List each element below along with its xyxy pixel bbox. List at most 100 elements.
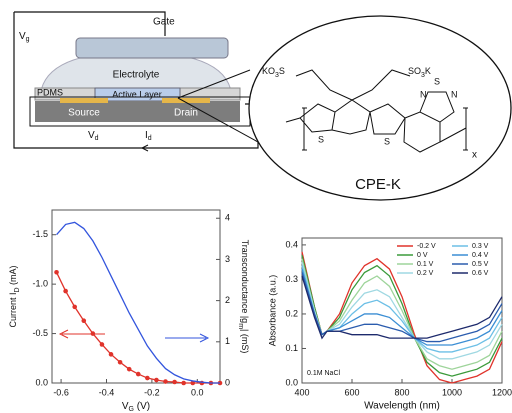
x-tick-label: -0.6 — [53, 387, 69, 397]
x-axis-title: Wavelength (nm) — [364, 401, 440, 412]
series-line — [55, 271, 220, 384]
y-tick-label: 0.1 — [285, 343, 298, 353]
data-point — [145, 375, 150, 381]
subscript: 3 — [275, 72, 279, 79]
legend-label: 0.1 V — [417, 261, 434, 268]
current-arrow — [120, 144, 149, 152]
label-part: Transconductance |g — [240, 240, 250, 324]
data-point — [181, 380, 186, 386]
x-tick-label: 400 — [294, 387, 309, 397]
y-tick-label: -0.5 — [32, 328, 48, 338]
data-point — [190, 380, 196, 386]
series-line — [301, 275, 503, 340]
x-tick-label: 0.0 — [191, 387, 204, 397]
subscript: G — [129, 406, 134, 413]
chemical-structure: KO3S SO3K S S S N N x CPE-K — [248, 15, 512, 201]
legend-label: 0 V — [417, 252, 428, 259]
side-group: SO3K — [408, 66, 431, 79]
atom-label: N — [420, 89, 427, 99]
label-part: K — [425, 66, 431, 76]
subscript: g — [26, 36, 30, 43]
x-axis-title: VG (V) — [122, 401, 150, 413]
y-axis-title: Absorbance (a.u.) — [267, 275, 277, 347]
label-part: V — [19, 31, 26, 42]
series-line — [56, 221, 220, 384]
y-tick-label: 0.3 — [285, 274, 298, 284]
x-tick-label: 600 — [344, 387, 359, 397]
vg-label: Vg — [19, 31, 30, 44]
data-point — [135, 371, 141, 377]
gate-electrode — [75, 37, 229, 59]
x-tick-label: 1200 — [492, 387, 512, 397]
label-part: V — [88, 130, 95, 141]
drain-label: Drain — [174, 108, 198, 119]
y-axis-title: Current ID (mA) — [8, 265, 21, 327]
data-point — [108, 352, 114, 357]
repeat-label: x — [472, 150, 477, 161]
data-point — [72, 304, 78, 310]
data-point — [154, 377, 159, 383]
data-point — [172, 379, 177, 385]
device-schematic: Gate Vg Electrolyte PDMS Active Layer So… — [13, 11, 259, 152]
legend-label: 0.5 V — [472, 261, 489, 268]
label-part: | (mS) — [240, 329, 250, 353]
subscript: m — [237, 323, 244, 329]
x-tick-label: 1000 — [442, 387, 462, 397]
atom-label: S — [384, 136, 390, 146]
annotation: 0.1M NaCl — [307, 370, 341, 377]
x-tick-label: 800 — [394, 387, 409, 397]
data-point — [81, 318, 87, 324]
vd-label: Vd — [88, 130, 99, 143]
label-part: (V) — [134, 401, 150, 412]
subscript: d — [95, 135, 99, 142]
y-tick-label: 0.2 — [285, 308, 298, 318]
data-point — [54, 269, 59, 275]
atom-label: S — [318, 134, 324, 144]
drain-electrode — [162, 98, 210, 103]
axis-arrow — [58, 329, 105, 339]
label-part: KO — [262, 66, 275, 76]
subscript: D — [14, 287, 21, 292]
x-tick-label: -0.2 — [144, 387, 160, 397]
y2-tick-label: 4 — [225, 213, 230, 223]
substrate — [35, 101, 240, 122]
side-group: KO3S — [262, 66, 285, 79]
polymer-name: CPE-K — [355, 176, 401, 193]
label-part: (mA) — [8, 265, 18, 287]
series-line — [301, 268, 503, 346]
y2-tick-label: 3 — [225, 254, 230, 264]
legend-label: -0.2 V — [417, 243, 436, 250]
gate-label: Gate — [153, 17, 175, 28]
x-tick-label: -0.4 — [99, 387, 115, 397]
data-point — [90, 331, 96, 336]
data-point — [117, 359, 123, 365]
legend-label: 0.4 V — [472, 252, 489, 259]
legend-label: 0.6 V — [472, 270, 489, 277]
legend-label: 0.2 V — [417, 270, 434, 277]
label-part: S — [279, 66, 285, 76]
subscript: d — [148, 135, 152, 142]
label-part: V — [122, 401, 129, 412]
y-tick-label: -1.5 — [32, 229, 48, 239]
electrolyte-label: Electrolyte — [113, 70, 160, 81]
y2-tick-label: 1 — [225, 336, 230, 346]
y-tick-label: 0.0 — [35, 377, 48, 387]
atom-label: N — [451, 89, 458, 99]
pdms-label: PDMS — [37, 87, 63, 97]
label-part: Current I — [8, 293, 18, 328]
id-label: Id — [145, 130, 152, 143]
y-tick-label: 0.4 — [285, 239, 298, 249]
data-point — [126, 366, 132, 372]
y2-axis-title: Transconductance |gm| (mS) — [237, 240, 250, 354]
source-electrode — [60, 98, 108, 103]
y2-tick-label: 0 — [225, 377, 230, 387]
axis-arrow — [165, 333, 210, 343]
source-label: Source — [68, 108, 100, 119]
data-point — [99, 342, 105, 347]
atom-label: S — [434, 76, 440, 86]
bonds — [285, 69, 468, 153]
legend-label: 0.3 V — [472, 243, 489, 250]
y2-tick-label: 2 — [225, 295, 230, 305]
zoom-line — [177, 69, 259, 143]
